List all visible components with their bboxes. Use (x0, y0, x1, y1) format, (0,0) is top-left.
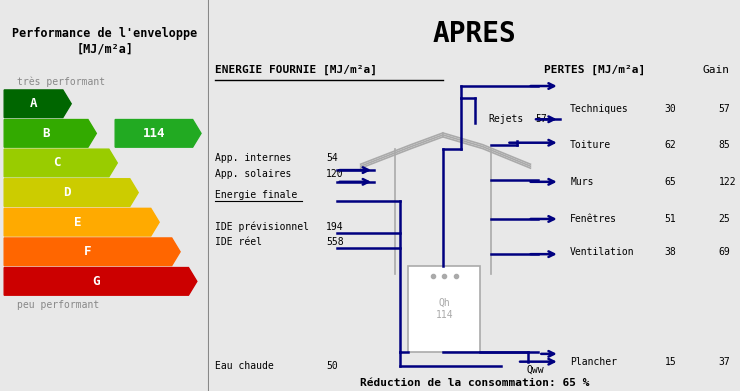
Polygon shape (4, 120, 96, 147)
Text: Energie finale: Energie finale (215, 190, 297, 201)
Polygon shape (115, 120, 201, 147)
Polygon shape (4, 267, 197, 295)
Text: 38: 38 (665, 247, 676, 257)
Text: IDE prévisionnel: IDE prévisionnel (215, 222, 309, 232)
Text: 85: 85 (719, 140, 730, 150)
Text: 15: 15 (665, 357, 676, 367)
Text: 51: 51 (665, 214, 676, 224)
Text: Eau chaude: Eau chaude (215, 361, 274, 371)
Text: F: F (84, 245, 92, 258)
Text: E: E (74, 216, 81, 229)
Text: Murs: Murs (571, 177, 593, 187)
Text: App. internes: App. internes (215, 153, 291, 163)
Text: 194: 194 (326, 222, 344, 232)
Text: 62: 62 (665, 140, 676, 150)
Text: 122: 122 (719, 177, 736, 187)
Polygon shape (4, 149, 117, 177)
Polygon shape (4, 179, 138, 206)
Text: G: G (92, 275, 100, 288)
Text: 25: 25 (719, 214, 730, 224)
Text: 120: 120 (326, 169, 344, 179)
Text: 65: 65 (665, 177, 676, 187)
Text: 57: 57 (536, 114, 548, 124)
Bar (408, 266, 480, 352)
Text: 37: 37 (719, 357, 730, 367)
Text: 114: 114 (143, 127, 165, 140)
Polygon shape (4, 90, 71, 118)
Text: Rejets: Rejets (488, 114, 523, 124)
Text: Performance de l'enveloppe
[MJ/m²a]: Performance de l'enveloppe [MJ/m²a] (12, 27, 198, 56)
Text: App. solaires: App. solaires (215, 169, 291, 179)
Polygon shape (4, 208, 159, 236)
Text: B: B (42, 127, 50, 140)
Text: Plancher: Plancher (571, 357, 617, 367)
Text: 54: 54 (326, 153, 338, 163)
Text: ENERGIE FOURNIE [MJ/m²a]: ENERGIE FOURNIE [MJ/m²a] (215, 65, 377, 75)
Text: 30: 30 (665, 104, 676, 115)
Text: C: C (53, 156, 60, 169)
Polygon shape (4, 238, 180, 265)
Text: A: A (30, 97, 37, 110)
Text: Ventilation: Ventilation (571, 247, 635, 257)
Text: très performant: très performant (17, 77, 105, 87)
Text: PERTES [MJ/m²a]: PERTES [MJ/m²a] (544, 65, 645, 75)
Text: Gain: Gain (703, 65, 730, 75)
Text: D: D (63, 186, 71, 199)
Text: Qww: Qww (527, 364, 545, 375)
Text: 114: 114 (436, 310, 454, 320)
Text: IDE réel: IDE réel (215, 237, 262, 248)
Text: Techniques: Techniques (571, 104, 629, 115)
Text: 558: 558 (326, 237, 344, 248)
Text: Toiture: Toiture (571, 140, 611, 150)
Text: Réduction de la consommation: 65 %: Réduction de la consommation: 65 % (360, 378, 590, 388)
Text: 57: 57 (719, 104, 730, 115)
Text: 50: 50 (326, 361, 338, 371)
Text: 69: 69 (719, 247, 730, 257)
Text: Fenêtres: Fenêtres (571, 214, 617, 224)
Text: peu performant: peu performant (17, 300, 99, 310)
Text: Qh: Qh (439, 298, 451, 308)
Text: APRES: APRES (433, 20, 517, 48)
